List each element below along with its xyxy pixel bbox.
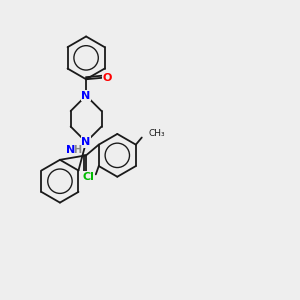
Text: N: N [82,91,91,100]
Text: O: O [103,73,112,83]
Text: N: N [66,145,75,155]
Text: Cl: Cl [83,172,94,182]
Text: O: O [81,172,91,182]
Text: H: H [73,145,81,155]
Text: CH₃: CH₃ [148,130,165,139]
Text: N: N [82,137,91,147]
